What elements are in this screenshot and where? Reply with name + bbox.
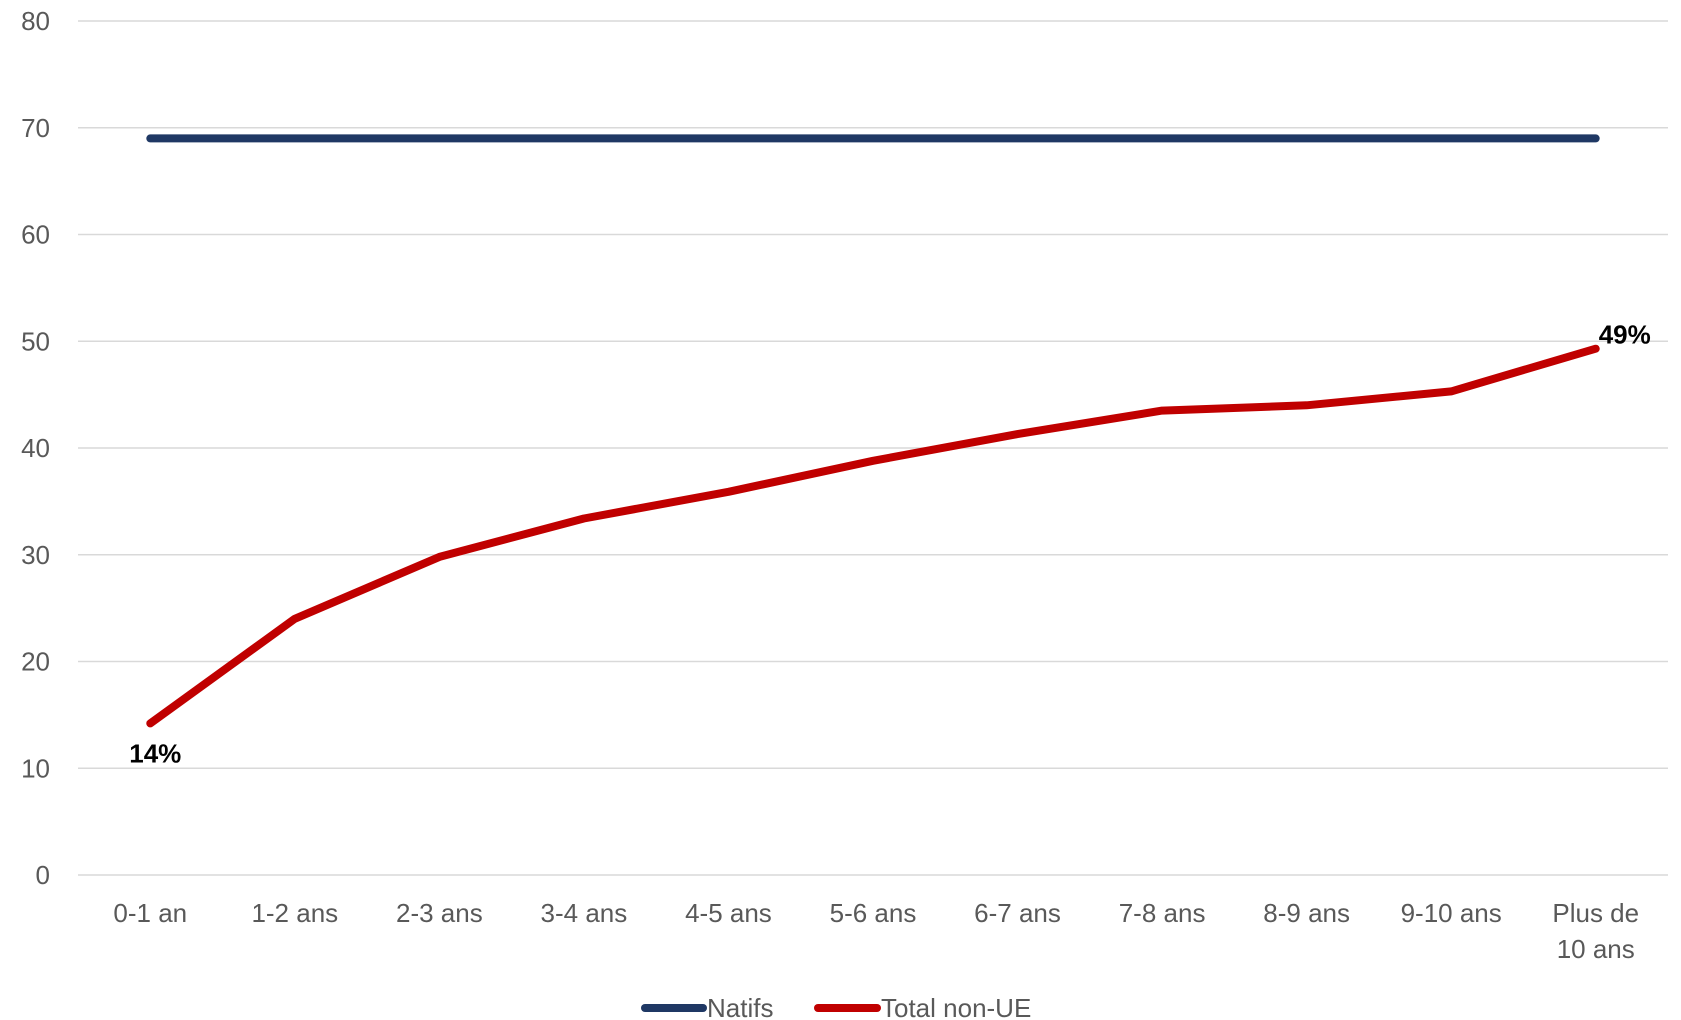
data-point	[294, 618, 296, 620]
data-point	[1017, 433, 1019, 435]
y-tick-label: 0	[36, 860, 50, 890]
x-tick-label: 6-7 ans	[974, 898, 1061, 928]
x-tick-label: 2-3 ans	[396, 898, 483, 928]
data-point	[294, 137, 296, 139]
data-point	[727, 137, 729, 139]
x-tick-label-line: 9-10 ans	[1401, 898, 1502, 928]
x-tick-label-line: 10 ans	[1557, 934, 1635, 964]
x-axis: 0-1 an 1-2 ans 2-3 ans 3-4 ans 4-5 ans 5-6 an…	[113, 898, 1639, 964]
y-tick-label: 40	[21, 433, 50, 463]
x-tick-label: 8-9 ans	[1263, 898, 1350, 928]
x-tick-label-line: 8-9 ans	[1263, 898, 1350, 928]
legend-label: Total non-UE	[881, 993, 1031, 1020]
data-point	[1306, 404, 1308, 406]
data-point	[149, 137, 151, 139]
data-point	[1161, 410, 1163, 412]
x-tick-label: 3-4 ans	[541, 898, 628, 928]
data-labels: 14% 49%	[129, 320, 1651, 769]
data-point	[1306, 137, 1308, 139]
data-point	[583, 517, 585, 519]
data-point	[438, 556, 440, 558]
series-lines	[146, 134, 1600, 728]
x-tick-label: 0-1 an	[113, 898, 187, 928]
data-point	[1595, 137, 1597, 139]
y-tick-label: 70	[21, 113, 50, 143]
data-label: 14%	[129, 738, 181, 768]
series-line-2	[146, 344, 1600, 728]
x-tick-label: Plus de 10 ans	[1552, 898, 1639, 964]
x-tick-label-line: Plus de	[1552, 898, 1639, 928]
x-tick-label-line: 0-1 an	[113, 898, 187, 928]
data-point	[1450, 137, 1452, 139]
y-tick-label: 60	[21, 220, 50, 250]
y-tick-label: 10	[21, 753, 50, 783]
legend-label: Natifs	[707, 993, 773, 1020]
x-tick-label: 9-10 ans	[1401, 898, 1502, 928]
data-point	[1450, 390, 1452, 392]
data-point	[1017, 137, 1019, 139]
data-point	[149, 722, 151, 724]
x-tick-label: 4-5 ans	[685, 898, 772, 928]
x-tick-label-line: 2-3 ans	[396, 898, 483, 928]
data-point	[583, 137, 585, 139]
data-point	[1161, 137, 1163, 139]
x-tick-label-line: 7-8 ans	[1119, 898, 1206, 928]
y-tick-label: 20	[21, 647, 50, 677]
data-point	[727, 491, 729, 493]
x-tick-label: 7-8 ans	[1119, 898, 1206, 928]
data-label: 49%	[1599, 320, 1651, 350]
x-tick-label: 5-6 ans	[830, 898, 917, 928]
x-tick-label-line: 6-7 ans	[974, 898, 1061, 928]
y-tick-label: 50	[21, 326, 50, 356]
y-axis: 0 10 20 30 40 50 60 70 80	[21, 6, 50, 890]
y-tick-label: 30	[21, 540, 50, 570]
data-point	[438, 137, 440, 139]
y-tick-label: 80	[21, 6, 50, 36]
x-tick-label-line: 5-6 ans	[830, 898, 917, 928]
data-point	[872, 137, 874, 139]
x-tick-label-line: 3-4 ans	[541, 898, 628, 928]
data-point	[872, 460, 874, 462]
x-tick-label-line: 1-2 ans	[251, 898, 338, 928]
legend: Natifs Total non-UE	[641, 993, 1031, 1020]
x-tick-label-line: 4-5 ans	[685, 898, 772, 928]
data-point	[1595, 348, 1597, 350]
gridlines	[78, 20, 1668, 876]
x-tick-label: 1-2 ans	[251, 898, 338, 928]
